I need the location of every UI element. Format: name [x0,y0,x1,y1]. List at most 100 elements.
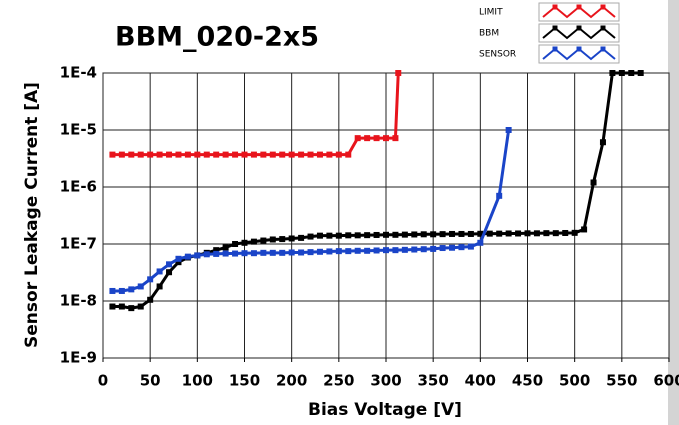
point [269,236,276,243]
x-tick-label: 50 [140,372,161,390]
x-tick-label: 600 [653,372,679,390]
point [477,239,484,246]
point [307,233,314,240]
point [354,247,361,254]
point [335,151,342,158]
point [232,241,239,247]
point [373,135,380,142]
point [628,70,635,76]
point [166,269,173,276]
point [213,250,220,257]
point [147,151,154,158]
legend-marker [576,46,582,52]
point [109,151,116,158]
point [449,244,456,251]
point [637,70,644,76]
point [241,250,248,257]
legend-swatch-box [538,23,620,43]
point [137,151,144,158]
point [250,151,257,158]
point [496,192,503,199]
point [543,230,550,237]
point [430,231,437,238]
legend-marker [600,25,606,31]
point [373,247,380,254]
point [618,70,625,76]
legend-label: LIMIT [479,8,503,18]
y-tick-label: 1E-5 [60,121,97,139]
point [194,151,201,158]
point [420,231,427,238]
point [345,248,352,255]
point [184,253,191,260]
point [420,246,427,253]
point [288,151,295,158]
x-tick-label: 500 [559,372,590,390]
point [288,249,295,256]
legend-label: SENSOR [479,50,516,60]
y-tick-label: 1E-9 [60,349,97,367]
point [552,230,559,237]
x-tick-label: 200 [276,372,307,390]
point [467,230,474,237]
point [250,250,257,257]
point [241,151,248,158]
point [562,229,569,236]
point [401,246,408,253]
legend-marker [552,4,558,10]
point [109,303,116,310]
legend-marker [600,4,606,10]
point [335,248,342,255]
point [118,303,125,310]
x-tick-label: 250 [323,372,354,390]
point [401,231,408,238]
y-tick-label: 1E-4 [60,64,97,82]
point [250,238,257,245]
point [128,151,135,158]
point [269,151,276,158]
point [505,230,512,237]
point [128,305,135,312]
x-tick-label: 450 [512,372,543,390]
x-tick-label: 100 [182,372,213,390]
point [298,249,305,256]
x-tick-label: 0 [98,372,108,390]
point [458,230,465,237]
x-axis-label: Bias Voltage [V] [308,400,462,420]
point [222,244,229,251]
x-tick-label: 550 [606,372,637,390]
point [307,151,314,158]
point [137,303,144,310]
point [175,259,182,266]
x-tick-label: 150 [229,372,260,390]
point [298,234,305,241]
point [345,232,352,239]
point [260,151,267,158]
point [118,287,125,294]
point [203,151,210,158]
point [458,244,465,251]
point [118,151,125,158]
point [316,232,323,239]
legend: LIMIT BBM SENSOR [479,2,620,64]
point [467,243,474,250]
point [326,232,333,239]
point [326,151,333,158]
point [175,151,182,158]
point [354,135,361,142]
point [571,229,578,236]
legend-marker [576,4,582,10]
x-tick-label: 400 [465,372,496,390]
point [581,226,588,233]
point [184,151,191,158]
legend-label: BBM [479,29,499,39]
point [203,251,210,258]
point [109,287,116,294]
point [213,151,220,158]
frame-edge [668,0,679,425]
point [156,283,163,290]
point [260,237,267,244]
point [609,70,616,76]
point [288,235,295,242]
